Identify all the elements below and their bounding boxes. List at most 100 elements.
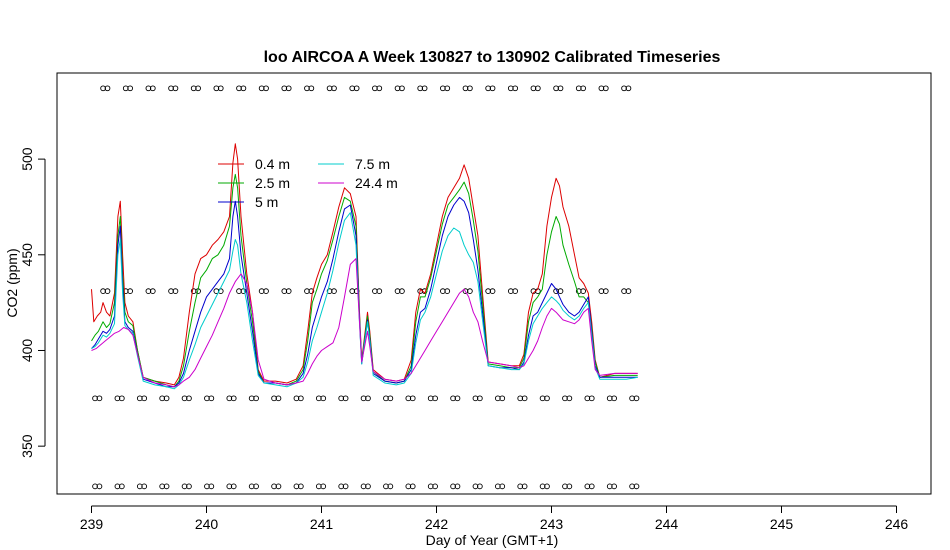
marker-point: [365, 483, 371, 490]
marker-point: [186, 483, 192, 490]
marker-point: [534, 85, 541, 92]
marker-point: [285, 288, 292, 295]
marker-point: [275, 395, 282, 402]
legend: 0.4 m 2.5 m 5 m 7.5 m 24.4 m: [218, 156, 398, 210]
x-tick-label: 240: [195, 516, 219, 532]
marker-point: [580, 288, 587, 295]
marker-point: [263, 288, 269, 295]
marker-point: [253, 483, 259, 490]
marker-point: [308, 288, 315, 295]
marker-point: [163, 483, 170, 490]
marker-point: [499, 483, 506, 490]
marker-point: [285, 85, 292, 92]
marker-point: [96, 395, 103, 402]
marker-point: [444, 288, 451, 295]
marker-point: [376, 85, 383, 92]
marker-point: [602, 85, 609, 92]
marker-point: [118, 483, 125, 490]
y-tick-label: 500: [19, 147, 35, 171]
marker-point: [557, 288, 564, 295]
marker-point: [611, 395, 617, 402]
marker-point: [588, 395, 595, 402]
marker-point: [172, 288, 179, 295]
x-tick-label: 243: [540, 516, 564, 532]
marker-point: [477, 483, 483, 490]
marker-point: [557, 85, 564, 92]
marker-point: [489, 288, 496, 295]
marker-point: [353, 85, 360, 92]
marker-point: [320, 483, 327, 490]
marker-point: [149, 85, 156, 92]
marker-point: [580, 85, 587, 92]
marker-point: [104, 85, 111, 92]
y-tick-label: 450: [19, 243, 35, 267]
marker-point: [208, 483, 215, 490]
series-line-24-4-m: [91, 258, 638, 388]
marker-point: [544, 483, 550, 490]
marker-point: [320, 395, 327, 402]
marker-point: [365, 395, 371, 402]
legend-label: 5 m: [255, 194, 278, 210]
marker-point: [230, 395, 237, 402]
marker-point: [331, 85, 337, 92]
marker-point: [512, 288, 519, 295]
marker-point: [342, 483, 349, 490]
marker-point: [172, 85, 179, 92]
x-tick-label: 246: [885, 516, 909, 532]
marker-point: [308, 85, 315, 92]
marker-point: [512, 85, 519, 92]
x-tick-label: 239: [80, 516, 104, 532]
marker-point: [217, 85, 224, 92]
plot-frame: [56, 72, 932, 495]
x-tick-label: 242: [425, 516, 449, 532]
marker-point: [454, 395, 461, 402]
marker-point: [399, 85, 405, 92]
chart-title: loo AIRCOA A Week 130827 to 130902 Calib…: [264, 49, 721, 66]
series-line-2-5-m: [91, 173, 638, 388]
marker-point: [263, 85, 269, 92]
marker-point: [544, 395, 550, 402]
marker-point: [331, 288, 337, 295]
marker-point: [387, 483, 394, 490]
marker-point: [409, 483, 416, 490]
marker-point: [163, 395, 170, 402]
series-line-7-5-m: [91, 212, 638, 390]
marker-point: [342, 395, 349, 402]
marker-point: [297, 395, 304, 402]
marker-point: [467, 85, 473, 92]
marker-point: [633, 395, 640, 402]
marker-rows: [92, 85, 640, 490]
marker-point: [477, 395, 483, 402]
y-axis-label: CO2 (ppm): [4, 248, 20, 317]
marker-point: [195, 85, 201, 92]
marker-point: [421, 85, 428, 92]
series-line-0-4-m: [91, 143, 638, 386]
y-tick-label: 400: [19, 339, 35, 363]
marker-point: [454, 483, 461, 490]
marker-point: [633, 483, 640, 490]
marker-point: [208, 395, 215, 402]
series-lines: [91, 143, 638, 390]
y-axis: 350 400 450 500: [19, 147, 46, 458]
marker-point: [275, 483, 282, 490]
marker-point: [625, 288, 632, 295]
legend-label: 0.4 m: [255, 156, 290, 172]
marker-point: [127, 85, 133, 92]
marker-point: [240, 85, 247, 92]
marker-point: [432, 483, 438, 490]
marker-point: [297, 483, 304, 490]
marker-point: [127, 288, 133, 295]
marker-point: [104, 288, 111, 295]
x-tick-label: 244: [655, 516, 679, 532]
x-tick-label: 241: [310, 516, 334, 532]
marker-point: [149, 288, 156, 295]
marker-point: [141, 395, 148, 402]
marker-point: [521, 395, 528, 402]
legend-label: 2.5 m: [255, 175, 290, 191]
marker-point: [387, 395, 394, 402]
marker-point: [521, 483, 528, 490]
marker-point: [588, 483, 595, 490]
marker-point: [467, 288, 473, 295]
marker-point: [376, 288, 383, 295]
